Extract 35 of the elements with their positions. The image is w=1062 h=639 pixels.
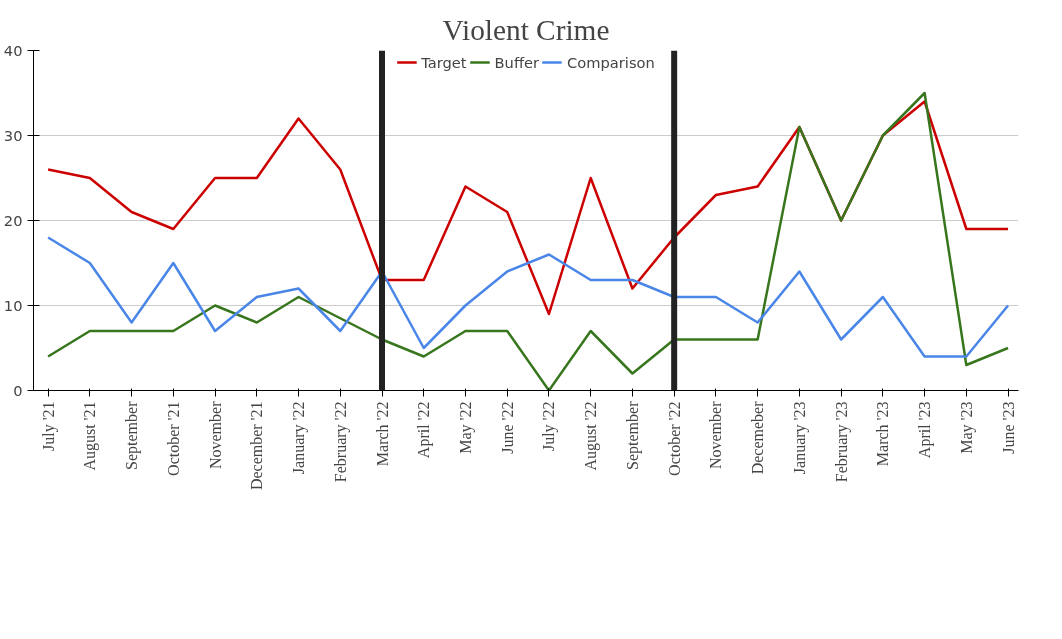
chart-title: Violent Crime	[442, 13, 610, 46]
x-tick-label: November	[206, 400, 224, 470]
line-series	[46, 91, 1010, 391]
x-tick-label: June '23	[999, 401, 1017, 454]
y-tick-label: 20	[3, 211, 23, 229]
legend-label: Buffer	[494, 53, 540, 71]
x-tick-label: April '23	[916, 401, 935, 459]
legend-label: Comparison	[567, 53, 655, 71]
line-series	[46, 236, 1010, 358]
x-tick-label: December '21	[248, 401, 266, 491]
x-tick-label: May '23	[957, 401, 976, 454]
legend-label: Target	[421, 53, 467, 71]
x-tick-label: October '21	[164, 401, 182, 476]
y-tick-label: 30	[3, 126, 23, 144]
x-tick-label: February '22	[331, 401, 350, 483]
x-tick-label: Decemeber	[749, 400, 767, 475]
y-tick-label: 40	[3, 41, 23, 59]
x-tick-label: May '22	[456, 401, 475, 454]
x-tick-label: September	[123, 400, 142, 470]
x-tick-label: August '22	[582, 401, 601, 471]
x-tick-label: April '22	[415, 401, 434, 459]
x-tick-label: January '22	[290, 401, 309, 475]
y-tick-label: 10	[3, 296, 23, 314]
x-tick-label: November	[707, 400, 725, 470]
x-tick-label: March '23	[874, 401, 892, 467]
x-tick-label: August '21	[81, 401, 100, 471]
x-tick-label: February '23	[832, 401, 851, 483]
x-tick-label: January '23	[790, 401, 809, 475]
x-tick-label: July '21	[39, 401, 58, 452]
x-tick-label: March '22	[373, 401, 391, 467]
x-tick-label: October '22	[665, 401, 683, 476]
x-tick-label: July '22	[540, 401, 559, 452]
x-tick-label: September	[623, 400, 642, 470]
x-tick-label: June '22	[498, 401, 516, 454]
y-tick-label: 0	[13, 381, 23, 399]
